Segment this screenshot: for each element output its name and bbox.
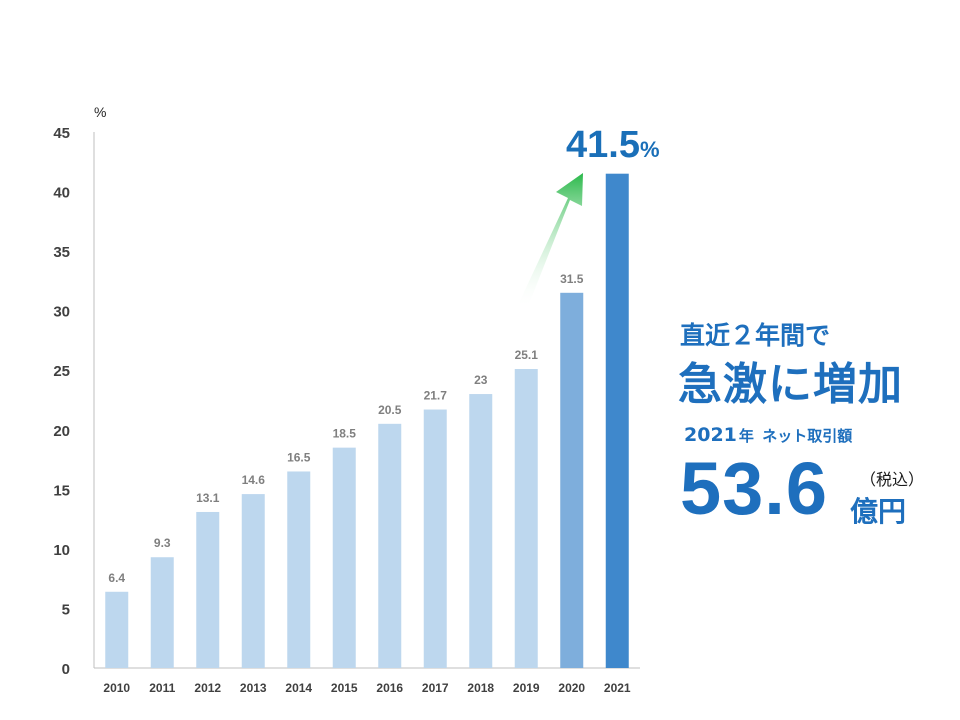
bar-2013: [241, 494, 265, 668]
sales-caption-line: 2021 年 ネット取引額: [684, 424, 852, 446]
bar-2021: [605, 173, 629, 668]
x-tick-label: 2013: [240, 681, 267, 695]
y-tick-label: 30: [53, 304, 70, 321]
bar-2020: [560, 292, 584, 668]
bar-2018: [469, 394, 493, 668]
data-label: 21.7: [424, 389, 448, 403]
bar-2017: [423, 409, 447, 668]
tax-note: （税込）: [860, 470, 925, 489]
x-tick-label: 2014: [285, 681, 312, 695]
data-label: 25.1: [515, 348, 539, 362]
data-label: 18.5: [333, 427, 357, 441]
x-tick-label: 2011: [149, 681, 175, 695]
data-label: 6.4: [108, 571, 125, 585]
sales-value: 53.6: [680, 447, 829, 530]
x-tick-label: 2021: [604, 681, 631, 695]
bar-2014: [287, 471, 311, 668]
y-tick-label: 10: [53, 542, 70, 559]
main-heading: 急激に増加: [678, 359, 903, 410]
y-axis-ticks: 0 5 10 15 20 25 30 35 40 45: [53, 125, 70, 678]
x-tick-label: 2017: [422, 681, 449, 695]
bar-2011: [150, 557, 174, 668]
y-tick-label: 45: [53, 125, 70, 142]
data-label: 16.5: [287, 450, 311, 464]
bars-group: [105, 173, 629, 668]
bar-2010: [105, 591, 129, 668]
x-tick-label: 2010: [103, 681, 130, 695]
x-tick-label: 2012: [194, 681, 221, 695]
data-labels: 6.4 9.3 13.1 14.6 16.5 18.5 20.5 21.7 23 25.1 31.5: [108, 272, 583, 585]
sales-unit: 億円: [850, 495, 907, 528]
growth-arrow-icon: [518, 173, 583, 309]
y-tick-label: 0: [62, 661, 70, 678]
y-tick-label: 5: [62, 601, 70, 618]
bar-2016: [378, 423, 402, 668]
x-tick-label: 2018: [467, 681, 494, 695]
highlight-value-label: 41.5%: [566, 124, 660, 166]
x-tick-label: 2016: [376, 681, 403, 695]
y-tick-label: 25: [53, 363, 70, 380]
sales-caption: ネット取引額: [762, 427, 853, 445]
data-label: 20.5: [378, 403, 402, 417]
x-tick-label: 2019: [513, 681, 540, 695]
y-tick-label: 40: [53, 185, 70, 202]
data-label: 13.1: [196, 491, 220, 505]
y-tick-label: 20: [53, 423, 70, 440]
x-tick-label: 2020: [558, 681, 585, 695]
sales-year-suffix: 年: [738, 427, 754, 445]
data-label: 14.6: [242, 473, 266, 487]
bar-2012: [196, 511, 220, 668]
x-tick-label: 2015: [331, 681, 358, 695]
data-label: 9.3: [154, 536, 171, 550]
x-axis-ticks: 2010 2011 2012 2013 2014 2015 2016 2017 2018 2019…: [103, 681, 631, 695]
y-tick-label: 35: [53, 244, 70, 261]
data-label: 31.5: [560, 272, 584, 286]
data-label: 23: [474, 373, 488, 387]
y-tick-label: 15: [53, 482, 70, 499]
bar-2015: [332, 447, 356, 668]
y-unit-label: %: [94, 104, 106, 120]
sales-year: 2021: [684, 424, 737, 446]
bar-2019: [514, 369, 538, 668]
sub-heading: 直近２年間で: [680, 321, 831, 350]
